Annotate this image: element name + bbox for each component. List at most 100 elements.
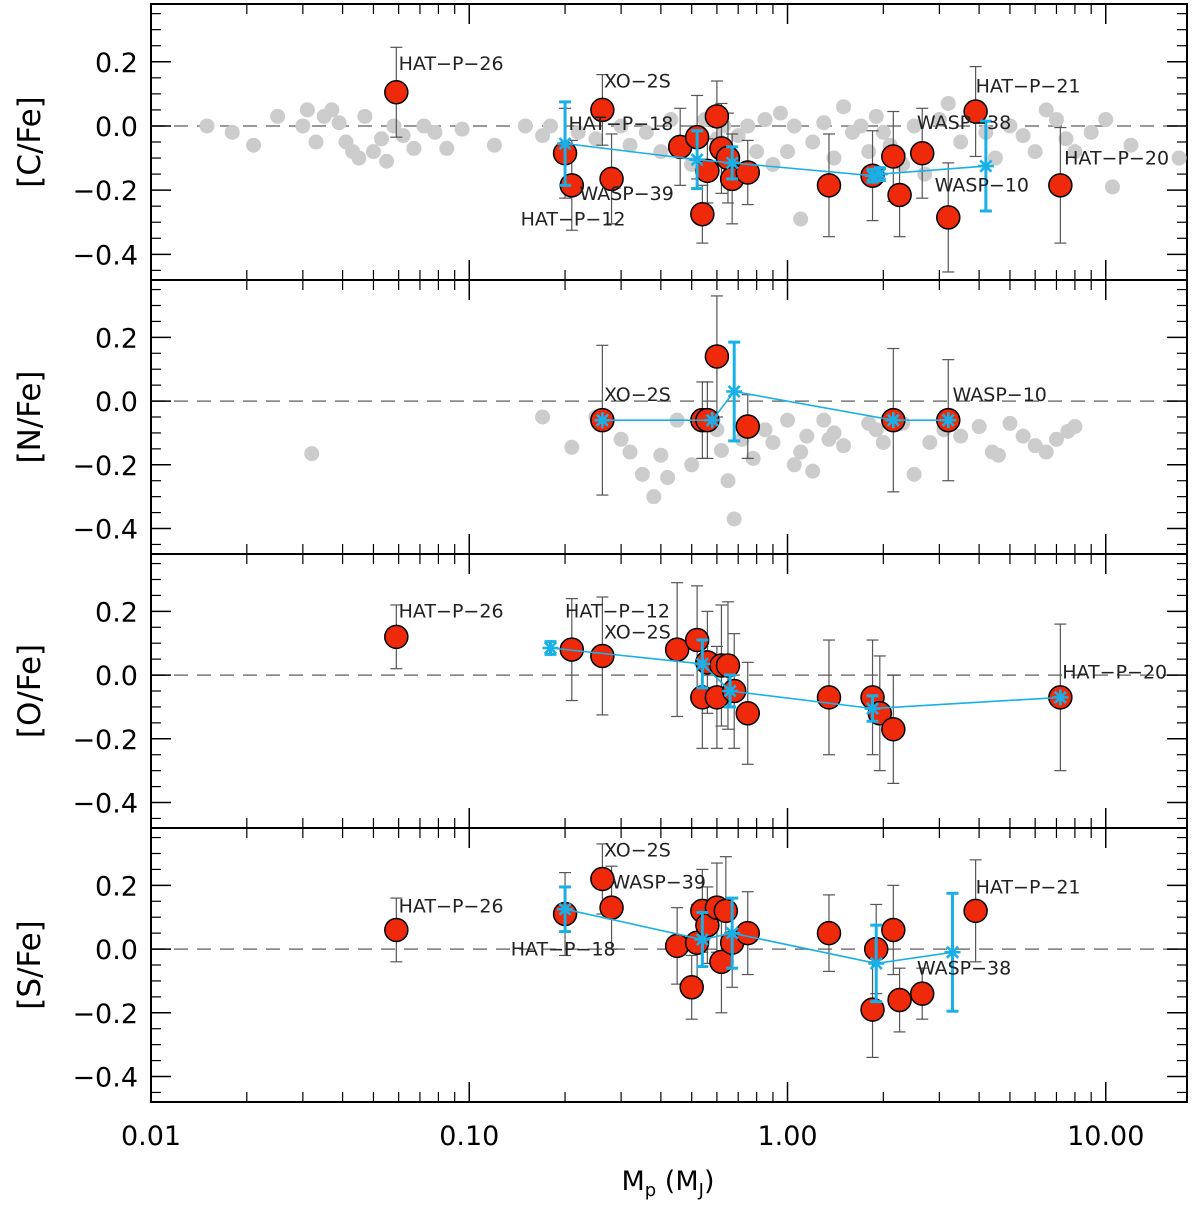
- field-star-point: [365, 144, 381, 160]
- planet-host-point: [590, 866, 615, 892]
- field-star-point: [622, 137, 638, 153]
- field-star-point: [199, 118, 215, 134]
- field-star-point: [805, 134, 821, 150]
- field-star-point: [1105, 179, 1121, 195]
- planet-host-point: [909, 981, 935, 1006]
- field-star-point: [646, 489, 662, 505]
- field-star-point: [660, 470, 676, 486]
- trend-bin-marker: [689, 151, 706, 168]
- field-star-point: [836, 99, 852, 115]
- panel-s-ylabel: [S/Fe]: [12, 920, 48, 1010]
- planet-name-label: HAT−P−26: [399, 601, 504, 623]
- x-tick-label: 1.00: [757, 1121, 817, 1152]
- field-star-point: [780, 412, 796, 428]
- field-star-point: [793, 444, 809, 460]
- panel-n-ylabel: [N/Fe]: [12, 370, 48, 463]
- trend-bin-marker: [542, 639, 559, 656]
- panel-o-ytick-label: 0.2: [95, 597, 138, 628]
- trend-bin-marker: [694, 655, 711, 672]
- x-tick-label: 10.00: [1067, 1121, 1144, 1152]
- panel-c-trend-line: [565, 142, 986, 177]
- planet-name-label: HAT−P−21: [976, 876, 1081, 898]
- field-star-point: [1027, 144, 1043, 160]
- planet-host-point: [1048, 173, 1073, 198]
- planet-host-point: [963, 99, 988, 124]
- field-star-point: [917, 166, 933, 182]
- field-star-point: [906, 466, 922, 482]
- panel-o-ylabel: [O/Fe]: [12, 644, 48, 738]
- planet-host-point: [735, 414, 760, 439]
- planet-name-label: HAT−P−12: [521, 208, 626, 230]
- field-star-point: [953, 428, 969, 444]
- field-star-point: [740, 118, 756, 134]
- trend-bin-marker: [722, 683, 739, 699]
- field-star-point: [246, 137, 262, 153]
- planet-name-label: HAT−P−26: [399, 895, 504, 917]
- trend-bin-marker: [704, 412, 721, 429]
- panel-n-ytick-label: −0.2: [72, 451, 138, 482]
- planet-name-label: HAT−P−12: [565, 601, 670, 623]
- field-star-point: [517, 118, 533, 134]
- field-star-point: [780, 144, 796, 160]
- field-star-point: [720, 473, 736, 489]
- trend-bin-marker: [724, 154, 741, 171]
- planet-host-point: [599, 895, 624, 920]
- planet-name-label: XO−2S: [604, 621, 671, 643]
- field-star-point: [663, 112, 679, 128]
- field-star-point: [535, 409, 551, 425]
- trend-bin-marker: [868, 955, 885, 972]
- x-axis-label: Mp (MJ): [621, 1166, 714, 1201]
- field-star-point: [331, 115, 347, 131]
- panel-s-ytick-label: −0.2: [72, 999, 138, 1030]
- trend-bin-marker: [977, 158, 994, 175]
- field-star-point: [793, 211, 809, 227]
- panel-s: 0.2 0.0 −0.2 −0.4 [S/Fe] XO−2S WASP−39 HAT−P−26…: [12, 827, 1188, 1103]
- field-star-point: [374, 131, 390, 147]
- planet-host-point: [936, 205, 961, 230]
- field-star-point: [868, 108, 884, 124]
- field-star-point: [1015, 428, 1031, 444]
- field-star-point: [826, 425, 842, 441]
- field-star-point: [613, 118, 629, 134]
- field-star-point: [726, 511, 742, 527]
- field-star-point: [439, 140, 455, 156]
- field-star-point: [749, 144, 765, 160]
- field-star-point: [971, 419, 987, 435]
- field-star-point: [299, 102, 315, 118]
- trend-bin-marker: [694, 931, 711, 948]
- planet-host-point: [590, 643, 615, 669]
- planet-name-label: WASP−39: [612, 872, 706, 894]
- field-star-point: [613, 431, 629, 447]
- field-star-point: [1058, 131, 1074, 147]
- field-star-point: [570, 124, 586, 140]
- trend-bin-marker: [940, 412, 957, 429]
- trend-bin-marker: [864, 167, 881, 184]
- field-star-point: [295, 118, 311, 134]
- field-star-point: [1002, 118, 1018, 134]
- field-star-point: [805, 463, 821, 479]
- field-star-point: [1015, 128, 1031, 144]
- panels: 0.20.0−0.2−0.4[C/Fe]HAT−P−26XO−2SHAT−P−1…: [12, 3, 1188, 1103]
- panel-n-ytick-label: 0.0: [95, 387, 138, 418]
- field-star-point: [1027, 438, 1043, 454]
- panel-n-ytick-label: −0.4: [72, 515, 138, 546]
- planet-host-point: [704, 344, 730, 369]
- field-star-point: [357, 108, 373, 124]
- planet-name-label: WASP−10: [935, 175, 1029, 197]
- planet-name-label: XO−2S: [604, 70, 671, 92]
- field-star-point: [990, 447, 1006, 463]
- field-star-point: [906, 118, 922, 134]
- field-star-point: [730, 128, 746, 144]
- field-star-point: [861, 144, 877, 160]
- field-star-point: [1048, 431, 1064, 447]
- field-star-point: [351, 150, 367, 166]
- field-star-point: [588, 131, 604, 147]
- field-star-point: [395, 128, 411, 144]
- planet-name-label: HAT−P−18: [511, 938, 616, 960]
- planet-name-label: WASP−39: [579, 183, 673, 205]
- planet-name-label: HAT−P−18: [568, 113, 673, 135]
- field-star-point: [653, 447, 669, 463]
- planet-host-point: [384, 80, 409, 105]
- field-star-point: [454, 121, 470, 137]
